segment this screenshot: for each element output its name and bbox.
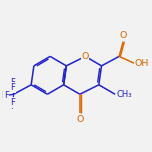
Text: F: F — [1, 91, 6, 100]
Text: F: F — [10, 98, 15, 107]
Text: O: O — [82, 52, 89, 61]
Text: O: O — [76, 115, 84, 124]
Text: F: F — [10, 102, 15, 111]
Text: F: F — [10, 83, 15, 92]
Text: F: F — [4, 91, 9, 100]
Text: CH₃: CH₃ — [116, 90, 132, 99]
Text: OH: OH — [135, 59, 149, 68]
Text: O: O — [119, 31, 127, 40]
Text: F: F — [10, 78, 15, 88]
